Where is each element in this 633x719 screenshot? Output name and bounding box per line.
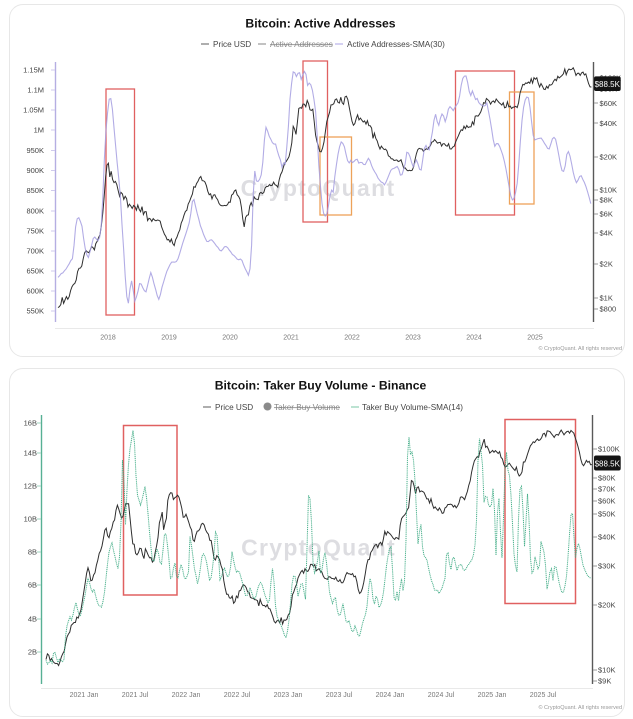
svg-text:$30K: $30K [598, 562, 616, 571]
svg-text:2021: 2021 [283, 335, 299, 342]
svg-text:12B: 12B [24, 482, 37, 491]
svg-text:2025 Jul: 2025 Jul [530, 692, 557, 699]
svg-text:$40K: $40K [600, 119, 618, 128]
svg-text:Taker Buy Volume: Taker Buy Volume [274, 403, 340, 412]
svg-text:$88.5K: $88.5K [595, 460, 621, 469]
svg-text:2023 Jan: 2023 Jan [274, 692, 303, 699]
svg-text:© CryptoQuant. All rights rese: © CryptoQuant. All rights reserved [538, 704, 622, 711]
svg-text:$1K: $1K [600, 294, 613, 303]
svg-text:8B: 8B [28, 548, 37, 557]
svg-text:550K: 550K [26, 307, 44, 316]
svg-text:2018: 2018 [100, 335, 116, 342]
svg-text:6B: 6B [28, 581, 37, 590]
svg-text:2025 Jan: 2025 Jan [478, 692, 507, 699]
svg-text:900K: 900K [26, 166, 44, 175]
svg-text:14B: 14B [24, 449, 37, 458]
svg-text:1.1M: 1.1M [27, 86, 44, 95]
svg-text:$40K: $40K [598, 533, 616, 542]
svg-text:$80K: $80K [598, 474, 616, 483]
svg-text:$8K: $8K [600, 196, 613, 205]
svg-text:$800: $800 [600, 305, 617, 314]
svg-text:$50K: $50K [598, 510, 616, 519]
svg-text:10B: 10B [24, 515, 37, 524]
svg-text:2023 Jul: 2023 Jul [326, 692, 353, 699]
svg-text:$4K: $4K [600, 229, 613, 238]
svg-text:Taker Buy Volume-SMA(14): Taker Buy Volume-SMA(14) [362, 403, 463, 412]
svg-text:2024 Jan: 2024 Jan [376, 692, 405, 699]
svg-text:600K: 600K [26, 287, 44, 296]
svg-text:750K: 750K [26, 227, 44, 236]
svg-text:$60K: $60K [598, 497, 616, 506]
svg-text:16B: 16B [24, 419, 37, 428]
svg-text:2020: 2020 [222, 335, 238, 342]
svg-text:$20K: $20K [600, 153, 618, 162]
svg-text:$2K: $2K [600, 260, 613, 269]
svg-text:2023: 2023 [405, 335, 421, 342]
svg-text:1M: 1M [34, 126, 44, 135]
svg-text:$88.5K: $88.5K [595, 80, 621, 89]
svg-text:© CryptoQuant. All rights rese: © CryptoQuant. All rights reserved [538, 345, 622, 352]
svg-text:2022 Jul: 2022 Jul [224, 692, 251, 699]
svg-text:2021 Jan: 2021 Jan [70, 692, 99, 699]
svg-text:4B: 4B [28, 615, 37, 624]
svg-text:2019: 2019 [161, 335, 177, 342]
svg-text:$10K: $10K [598, 666, 616, 675]
svg-text:2025: 2025 [527, 335, 543, 342]
svg-text:650K: 650K [26, 267, 44, 276]
svg-text:2B: 2B [28, 648, 37, 657]
svg-text:$20K: $20K [598, 601, 616, 610]
svg-text:$60K: $60K [600, 99, 618, 108]
svg-text:2022 Jan: 2022 Jan [172, 692, 201, 699]
svg-text:2024: 2024 [466, 335, 482, 342]
svg-text:Price USD: Price USD [213, 40, 251, 49]
svg-text:Bitcoin: Active Addresses: Bitcoin: Active Addresses [245, 17, 395, 31]
svg-text:700K: 700K [26, 247, 44, 256]
svg-text:$6K: $6K [600, 210, 613, 219]
svg-text:Active Addresses: Active Addresses [270, 40, 333, 49]
svg-text:$10K: $10K [600, 186, 618, 195]
svg-text:2021 Jul: 2021 Jul [122, 692, 149, 699]
svg-text:950K: 950K [26, 146, 44, 155]
svg-text:850K: 850K [26, 186, 44, 195]
svg-text:2022: 2022 [344, 335, 360, 342]
svg-text:2024 Jul: 2024 Jul [428, 692, 455, 699]
svg-text:Bitcoin: Taker Buy Volume - Bi: Bitcoin: Taker Buy Volume - Binance [215, 379, 427, 393]
svg-text:$70K: $70K [598, 485, 616, 494]
svg-text:CryptoQuant: CryptoQuant [241, 175, 396, 201]
svg-text:$9K: $9K [598, 677, 611, 686]
svg-text:$100K: $100K [598, 445, 620, 454]
svg-text:Active Addresses-SMA(30): Active Addresses-SMA(30) [347, 40, 445, 49]
svg-text:800K: 800K [26, 207, 44, 216]
svg-text:Price USD: Price USD [215, 403, 253, 412]
svg-text:1.15M: 1.15M [23, 66, 44, 75]
svg-text:1.05M: 1.05M [23, 106, 44, 115]
